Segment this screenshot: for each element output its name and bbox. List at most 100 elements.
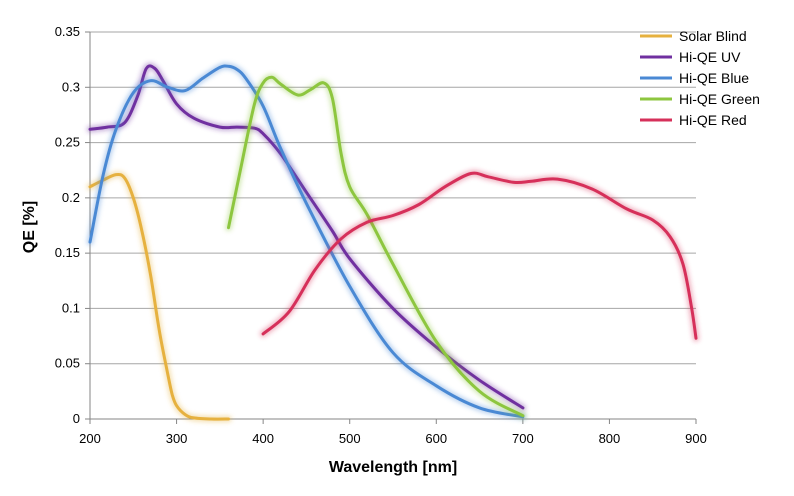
data-point bbox=[310, 88, 312, 90]
data-point bbox=[236, 126, 238, 128]
data-point bbox=[149, 274, 151, 276]
x-tick-label: 800 bbox=[599, 431, 621, 446]
data-point bbox=[210, 418, 212, 420]
data-point bbox=[253, 127, 255, 129]
data-point bbox=[193, 417, 195, 419]
data-point bbox=[478, 407, 480, 409]
data-point bbox=[132, 92, 134, 94]
y-tick-label: 0.15 bbox=[55, 245, 80, 260]
y-tick-label: 0.3 bbox=[62, 79, 80, 94]
data-point bbox=[240, 164, 242, 166]
data-point bbox=[305, 191, 307, 193]
data-point bbox=[149, 80, 151, 82]
data-point bbox=[227, 418, 229, 420]
y-tick-label: 0.05 bbox=[55, 356, 80, 371]
y-tick-label: 0 bbox=[73, 411, 80, 426]
data-point bbox=[691, 307, 693, 309]
data-point bbox=[262, 133, 264, 135]
series-hi-qe-blue bbox=[86, 62, 527, 421]
data-point bbox=[279, 147, 281, 149]
x-tick-label: 300 bbox=[166, 431, 188, 446]
legend-label: Hi-QE Green bbox=[679, 91, 760, 107]
y-tick-label: 0.1 bbox=[62, 300, 80, 315]
data-point bbox=[288, 311, 290, 313]
data-point bbox=[158, 329, 160, 331]
data-point bbox=[175, 103, 177, 105]
data-point bbox=[331, 230, 333, 232]
data-point bbox=[227, 227, 229, 229]
x-tick-label: 600 bbox=[425, 431, 447, 446]
data-point bbox=[340, 152, 342, 154]
data-point bbox=[522, 415, 524, 417]
data-point bbox=[219, 66, 221, 68]
data-point bbox=[89, 186, 91, 188]
series-solar-blind bbox=[86, 170, 232, 423]
data-point bbox=[470, 172, 472, 174]
y-axis-title: QE [%] bbox=[21, 201, 38, 253]
data-point bbox=[227, 65, 229, 67]
data-point bbox=[245, 77, 247, 79]
data-point bbox=[487, 176, 489, 178]
data-point bbox=[123, 177, 125, 179]
data-point bbox=[392, 352, 394, 354]
data-point bbox=[167, 86, 169, 88]
data-point bbox=[262, 333, 264, 335]
data-point bbox=[591, 188, 593, 190]
data-point bbox=[171, 394, 173, 396]
data-point bbox=[115, 128, 117, 130]
x-tick-label: 200 bbox=[79, 431, 101, 446]
series-glow bbox=[86, 170, 232, 423]
x-axis-title: Wavelength [nm] bbox=[329, 459, 457, 476]
data-point bbox=[530, 180, 532, 182]
data-point bbox=[323, 82, 325, 84]
data-point bbox=[141, 230, 143, 232]
series-hi-qe-green bbox=[225, 73, 527, 420]
x-tick-label: 900 bbox=[685, 431, 707, 446]
series-hi-qe-uv bbox=[86, 62, 527, 412]
data-point bbox=[314, 269, 316, 271]
legend-label: Solar Blind bbox=[679, 28, 747, 44]
x-tick-label: 700 bbox=[512, 431, 534, 446]
data-point bbox=[366, 213, 368, 215]
data-point bbox=[513, 181, 515, 183]
data-point bbox=[271, 76, 273, 78]
data-point bbox=[262, 82, 264, 84]
data-point bbox=[132, 197, 134, 199]
data-point bbox=[392, 307, 394, 309]
data-point bbox=[435, 385, 437, 387]
data-point bbox=[392, 263, 394, 265]
legend-label: Hi-QE Red bbox=[679, 112, 747, 128]
tick-labels: 0 0.05 0.1 0.15 0.2 0.25 0.3 0.35 200 300 400 500 60… bbox=[55, 24, 707, 446]
series-line bbox=[88, 64, 525, 419]
data-point bbox=[435, 340, 437, 342]
series-layer bbox=[86, 62, 700, 423]
series-line bbox=[227, 75, 525, 418]
series-hi-qe-red bbox=[259, 169, 700, 342]
data-point bbox=[201, 77, 203, 79]
data-point bbox=[556, 178, 558, 180]
data-point bbox=[305, 202, 307, 204]
data-point bbox=[340, 238, 342, 240]
data-point bbox=[626, 208, 628, 210]
data-point bbox=[253, 103, 255, 105]
data-point bbox=[175, 405, 177, 407]
series-line bbox=[261, 171, 698, 340]
data-point bbox=[167, 374, 169, 376]
data-point bbox=[331, 97, 333, 99]
data-point bbox=[102, 175, 104, 177]
data-point bbox=[478, 390, 480, 392]
y-tick-label: 0.25 bbox=[55, 135, 80, 150]
data-point bbox=[115, 173, 117, 175]
data-point bbox=[219, 126, 221, 128]
data-point bbox=[89, 241, 91, 243]
y-tick-label: 0.2 bbox=[62, 190, 80, 205]
x-tick-label: 400 bbox=[252, 431, 274, 446]
data-point bbox=[349, 258, 351, 260]
y-tick-label: 0.35 bbox=[55, 24, 80, 39]
x-tick-label: 500 bbox=[339, 431, 361, 446]
data-point bbox=[669, 235, 671, 237]
series-glow bbox=[86, 62, 527, 412]
data-point bbox=[652, 219, 654, 221]
data-point bbox=[184, 89, 186, 91]
